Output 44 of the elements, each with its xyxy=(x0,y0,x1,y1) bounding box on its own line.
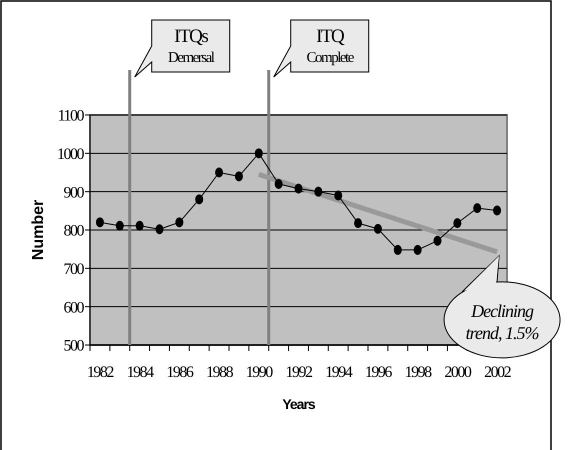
point xyxy=(453,218,462,228)
point xyxy=(136,220,144,231)
point xyxy=(195,194,204,204)
x-tick-label: 1986 xyxy=(166,364,194,381)
point xyxy=(156,224,164,234)
point xyxy=(116,220,124,231)
point xyxy=(394,244,402,255)
x-tick-label: 2000 xyxy=(444,364,472,381)
point xyxy=(175,217,184,228)
y-tick-label: 900 xyxy=(64,184,84,202)
ref-line-label: ITQs Demersal xyxy=(168,26,215,66)
point xyxy=(334,190,342,200)
point xyxy=(434,236,442,246)
x-tick-label: 1982 xyxy=(86,364,114,381)
point xyxy=(354,218,362,228)
point xyxy=(374,224,382,234)
point xyxy=(234,171,243,182)
point xyxy=(414,244,422,255)
point xyxy=(493,205,502,216)
annotation: Declining trend, 1.5% xyxy=(466,300,538,343)
x-tick-label: 2002 xyxy=(484,364,512,381)
x-tick-label: 1990 xyxy=(246,364,274,381)
point xyxy=(215,168,224,178)
point xyxy=(254,148,263,158)
point xyxy=(314,186,322,197)
point xyxy=(473,203,482,214)
y-tick-label: 1000 xyxy=(57,146,84,163)
point xyxy=(96,217,104,228)
x-axis-title: Years xyxy=(282,396,316,412)
y-tick-label: 1100 xyxy=(58,108,84,125)
point xyxy=(274,179,283,189)
y-axis-title: Number xyxy=(30,200,47,260)
y-tick-label: 600 xyxy=(64,299,84,316)
x-tick-label: 1996 xyxy=(364,364,392,381)
y-tick-label: 800 xyxy=(64,222,84,240)
x-tick-label: 1988 xyxy=(206,364,234,381)
ref-line-label: ITQ Complete xyxy=(306,26,355,66)
point xyxy=(294,184,302,194)
x-tick-label: 1984 xyxy=(126,364,154,381)
x-tick-label: 1998 xyxy=(404,364,432,381)
y-tick-label: 500 xyxy=(64,338,84,355)
y-tick-label: 700 xyxy=(64,260,84,278)
x-tick-label: 1992 xyxy=(286,364,313,381)
x-tick-label: 1994 xyxy=(325,364,353,381)
